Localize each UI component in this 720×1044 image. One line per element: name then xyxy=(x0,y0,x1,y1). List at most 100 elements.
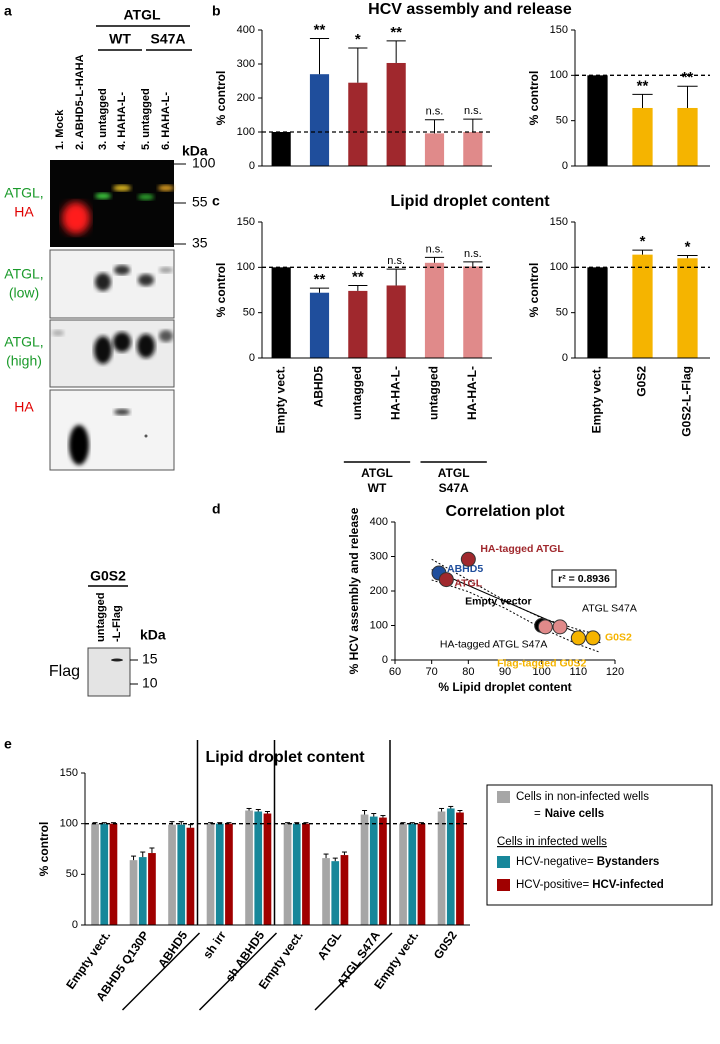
annotation-box xyxy=(551,569,617,588)
error-bar xyxy=(208,822,214,824)
bar xyxy=(254,811,263,925)
error-bar xyxy=(140,851,146,858)
bar xyxy=(386,285,406,358)
point xyxy=(537,619,553,635)
bar xyxy=(245,810,253,925)
band xyxy=(144,434,148,438)
row-label: ATGL, xyxy=(4,334,43,350)
y-tick-label: 150 xyxy=(550,216,568,228)
band xyxy=(137,334,155,358)
blot-subgroup: WT xyxy=(109,31,131,47)
point-label: ATGL S47A xyxy=(582,603,637,615)
error-bar xyxy=(149,847,155,854)
bar xyxy=(677,107,698,166)
y-tick-label: 0 xyxy=(382,654,388,666)
blot-g0s2: G0S2 untagged -L-Flag kDa 15 10 Flag xyxy=(49,568,166,697)
y-tick-label: 100 xyxy=(237,126,255,138)
x-tick-label: untagged xyxy=(350,366,364,420)
significance: ** xyxy=(682,69,694,86)
x-tick-label: ABHD5 xyxy=(155,928,190,970)
group-label: S47A xyxy=(439,481,469,495)
y-tick-label: 50 xyxy=(243,307,255,319)
bar xyxy=(463,132,483,166)
bar xyxy=(360,814,369,925)
confidence-band xyxy=(431,579,601,653)
bar xyxy=(271,267,291,358)
group-diagonal xyxy=(198,932,278,1011)
group-label: WT xyxy=(368,481,387,495)
band xyxy=(94,336,112,364)
y-tick-label: 50 xyxy=(556,115,568,127)
band xyxy=(95,273,111,291)
y-tick-label: 150 xyxy=(550,24,568,36)
bar xyxy=(283,823,292,925)
x-tick-label: 60 xyxy=(389,666,401,678)
y-tick-label: 150 xyxy=(237,216,255,228)
y-tick-label: 100 xyxy=(550,261,568,273)
x-tick-label: G0S2 xyxy=(635,366,649,397)
x-tick-label: 90 xyxy=(499,666,511,678)
y-axis-label: % control xyxy=(214,263,228,318)
band xyxy=(159,267,173,273)
y-axis-label: % control xyxy=(37,822,51,877)
panel-letter: c xyxy=(212,193,220,209)
band xyxy=(113,185,131,191)
band xyxy=(138,274,154,286)
x-tick-label: 120 xyxy=(606,666,624,678)
bar xyxy=(399,823,407,925)
legend-equals: = xyxy=(534,808,541,820)
error-bar xyxy=(178,821,184,825)
band xyxy=(62,202,90,234)
x-tick-label: 70 xyxy=(426,666,438,678)
error-bar xyxy=(463,261,483,267)
significance: n.s. xyxy=(464,105,482,117)
bar xyxy=(446,808,455,925)
error-bar xyxy=(424,256,445,263)
bar xyxy=(177,824,186,925)
bar xyxy=(408,823,417,925)
error-bar xyxy=(424,119,445,134)
kda-label: kDa xyxy=(140,627,166,643)
x-tick-label: ATGL xyxy=(315,929,345,963)
group-label: ATGL xyxy=(361,466,393,480)
bar xyxy=(168,824,176,925)
band xyxy=(138,194,154,200)
legend-group: Cells in infected wells xyxy=(497,836,607,848)
row-label: ATGL, xyxy=(4,266,43,282)
point-label: ABHD5 xyxy=(447,563,483,575)
x-tick-label: Empty vect. xyxy=(590,366,604,433)
error-bar xyxy=(348,284,368,291)
panel-letter: a xyxy=(4,3,12,19)
marker: 100 xyxy=(192,155,216,171)
legend-alias: = Naive cells xyxy=(534,808,604,820)
bar xyxy=(456,812,464,925)
legend-box xyxy=(486,784,713,906)
row-label: HA xyxy=(14,204,34,220)
error-bar xyxy=(264,811,270,814)
y-tick-label: 100 xyxy=(550,69,568,81)
error-bar xyxy=(371,813,377,817)
y-tick-label: 0 xyxy=(249,160,255,172)
error-bar xyxy=(323,853,329,859)
band xyxy=(95,193,111,199)
kda-label: kDa xyxy=(182,143,208,159)
bar xyxy=(309,292,330,358)
bar xyxy=(369,816,378,925)
y-tick-label: 400 xyxy=(237,24,255,36)
point xyxy=(438,572,454,588)
y-tick-label: 0 xyxy=(72,919,78,931)
error-bar xyxy=(632,249,653,255)
x-tick-label: G0S2-L-Flag xyxy=(680,366,694,437)
error-bar xyxy=(463,118,483,132)
blot-group: G0S2 xyxy=(90,568,126,584)
significance: ** xyxy=(314,21,326,38)
band xyxy=(111,658,123,662)
point-label: Flag-tagged G0S2 xyxy=(497,658,586,670)
panel-letter: b xyxy=(212,3,221,19)
y-tick-label: 0 xyxy=(249,352,255,364)
chart-title: Lipid droplet content xyxy=(205,749,365,766)
point-label: HA-tagged ATGL S47A xyxy=(440,639,547,651)
chart-title: HCV assembly and release xyxy=(368,1,572,18)
error-bar xyxy=(285,822,291,824)
